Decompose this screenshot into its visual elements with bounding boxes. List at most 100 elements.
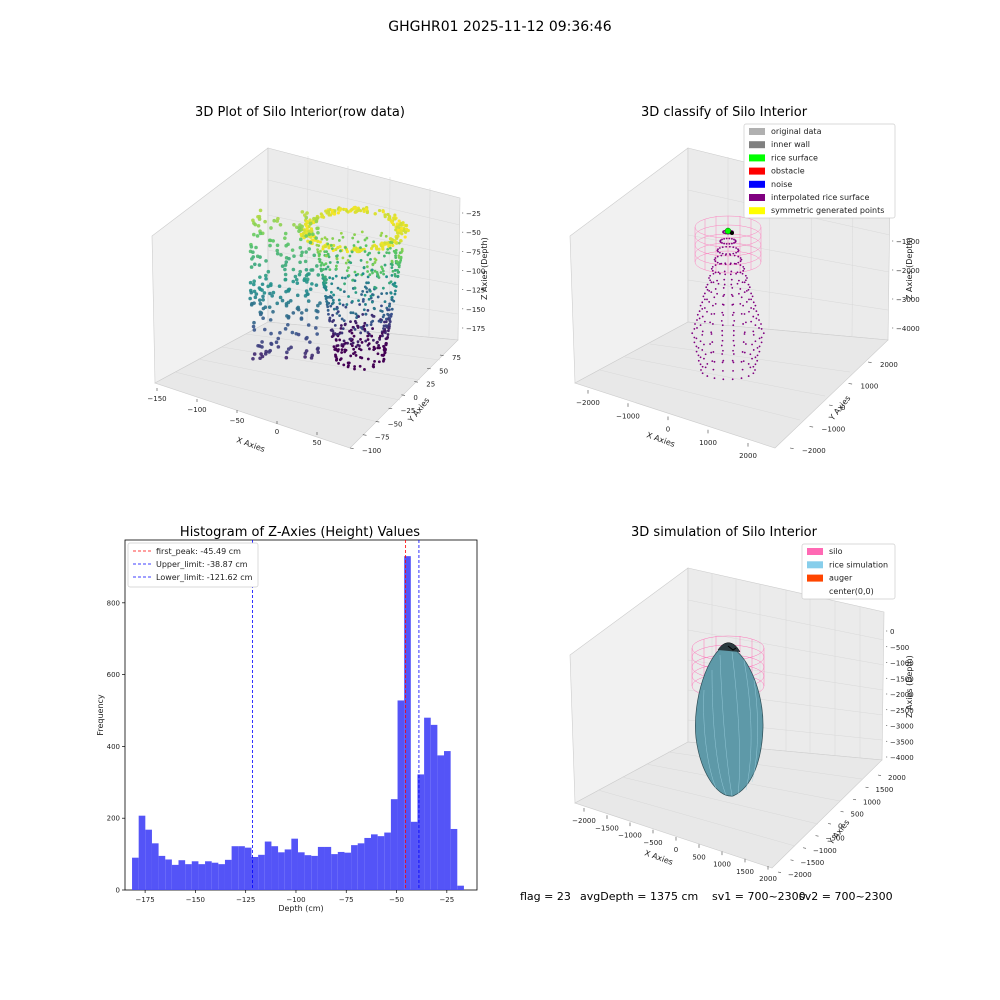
classify-y-tick-label: 0 [841, 404, 845, 412]
raw-y-tick-label: −75 [375, 434, 390, 442]
classify-legend-entry: inner wall [771, 140, 810, 149]
histogram-legend-entry: Upper_limit: -38.87 cm [156, 560, 248, 569]
raw-x-tick-label: 50 [313, 439, 322, 447]
histogram-bar [457, 885, 464, 890]
histogram-y-axis-label: Frequency [96, 694, 105, 736]
histogram-bar [297, 852, 305, 890]
raw-x-ticks: −150 −100 −50 0 50 [147, 388, 321, 447]
histogram-y-tick-label: 200 [107, 815, 120, 823]
histogram-bar [311, 855, 318, 890]
histogram-y-ticks: 0 200 400 600 800 [107, 599, 125, 895]
simulation-y-tick-label: −1500 [801, 859, 825, 867]
histogram-bar [264, 841, 272, 890]
classify-z-tick-label: −3000 [896, 296, 920, 304]
histogram-y-tick-label: 400 [107, 743, 120, 751]
histogram-bar [344, 852, 352, 890]
histogram-bar [357, 843, 365, 890]
histogram-y-tick-label: 600 [107, 671, 120, 679]
raw-z-axis-label: Z Axies (Depth) [480, 237, 489, 300]
histogram-y-tick-label: 0 [116, 887, 120, 895]
panel-raw-3d: 3D Plot of Silo Interior(row data) −150−… [147, 105, 489, 455]
raw-point-cloud [248, 205, 410, 371]
simulation-legend: silo rice simulation auger center(0,0) [801, 543, 896, 600]
histogram-reference-lines [252, 540, 420, 890]
simulation-y-tick-label: 1500 [876, 786, 894, 794]
raw-x-axis-label: X Axies [235, 435, 266, 454]
classify-y-tick-label: −2000 [802, 447, 826, 455]
footer-sv2: sv2 = 700~2300 [799, 890, 893, 903]
simulation-y-tick-label: 2000 [888, 774, 906, 782]
histogram-bar [178, 860, 186, 890]
histogram-bar [238, 846, 245, 890]
histogram-bar [424, 717, 431, 890]
simulation-y-tick-label: 1000 [863, 798, 881, 806]
raw-x-tick-label: −100 [187, 406, 206, 414]
histogram-bar [185, 864, 192, 890]
simulation-z-tick-label: −500 [890, 644, 909, 652]
simulation-x-tick-label: 1500 [736, 868, 754, 876]
histogram-bar [224, 859, 232, 890]
raw-z-tick-label: −150 [466, 306, 485, 314]
panel-histogram: Histogram of Z-Axies (Height) Values −17… [96, 525, 478, 913]
histogram-bar [304, 855, 312, 890]
histogram-bar [404, 556, 411, 890]
histogram-y-tick-label: 800 [107, 599, 120, 607]
simulation-y-tick-label: 500 [851, 810, 864, 818]
histogram-bar [410, 821, 418, 890]
histogram-bar [244, 847, 252, 890]
classify-y-axis-label: Y Axies [827, 394, 853, 423]
histogram-bar [258, 854, 265, 890]
simulation-z-ticks: 0 −500 −1000 −1500 −2000 −2500 −3000 −3500 −4000 [886, 628, 914, 762]
histogram-bar [218, 864, 225, 890]
simulation-legend-entry: rice simulation [829, 560, 888, 569]
panel-simulation-3d: 3D simulation of Silo Interior [569, 525, 914, 883]
raw-y-tick-label: 0 [413, 394, 417, 402]
classify-y-tick-label: 2000 [880, 361, 898, 369]
classify-legend-entry: interpolated rice surface [771, 193, 869, 202]
histogram-x-tick-label: −100 [286, 896, 305, 904]
histogram-bar [138, 815, 146, 890]
simulation-z-tick-label: −3000 [890, 723, 914, 731]
histogram-bar [284, 849, 292, 890]
simulation-x-tick-label: 2000 [759, 875, 777, 883]
histogram-bar [211, 862, 219, 890]
raw-y-tick-label: −100 [362, 447, 381, 455]
simulation-x-tick-label: −1000 [618, 832, 642, 840]
raw-z-tick-label: −25 [466, 210, 481, 218]
histogram-bar [390, 799, 398, 890]
histogram-bar [205, 861, 212, 890]
histogram-bars [132, 556, 464, 890]
classify-z-tick-label: −1000 [896, 238, 920, 246]
histogram-bar [151, 843, 159, 890]
raw-z-tick-label: −50 [466, 229, 481, 237]
histogram-bar [251, 856, 259, 890]
raw-y-tick-label: 50 [439, 367, 448, 375]
simulation-z-tick-label: −3500 [890, 738, 914, 746]
classify-y-tick-label: −1000 [822, 426, 846, 434]
histogram-bar [384, 832, 391, 890]
simulation-y-tick-label: 0 [838, 823, 842, 831]
histogram-bar [317, 846, 325, 890]
simulation-x-tick-label: −1500 [595, 824, 619, 832]
histogram-x-tick-label: −175 [135, 896, 154, 904]
simulation-y-ticks: −2000 −1500 −1000 −500 0 500 1000 1500 2000 [777, 774, 906, 879]
raw-z-tick-label: −125 [466, 287, 485, 295]
raw-axes-box [151, 147, 461, 449]
simulation-legend-entry: auger [829, 574, 853, 583]
raw-z-tick-label: −75 [466, 248, 481, 256]
simulation-y-tick-label: −1000 [813, 847, 837, 855]
histogram-bar [171, 864, 179, 890]
simulation-legend-entry: silo [829, 547, 843, 556]
footer-flag: flag = 23 [520, 890, 571, 903]
classify-x-tick-label: 1000 [699, 439, 717, 447]
footer-status: flag = 23 avgDepth = 1375 cm sv1 = 700~2… [520, 890, 893, 903]
histogram-bar [377, 836, 385, 890]
classify-x-tick-label: 2000 [739, 452, 757, 460]
histogram-x-ticks: −175 −150 −125 −100 −75 −50 −25 [135, 890, 454, 904]
histogram-bar [198, 864, 206, 890]
histogram-bar [437, 755, 445, 890]
histogram-x-tick-label: −125 [236, 896, 255, 904]
simulation-z-tick-label: −2000 [890, 691, 914, 699]
simulation-z-tick-label: −1500 [890, 675, 914, 683]
classify-x-tick-label: −1000 [616, 412, 640, 420]
